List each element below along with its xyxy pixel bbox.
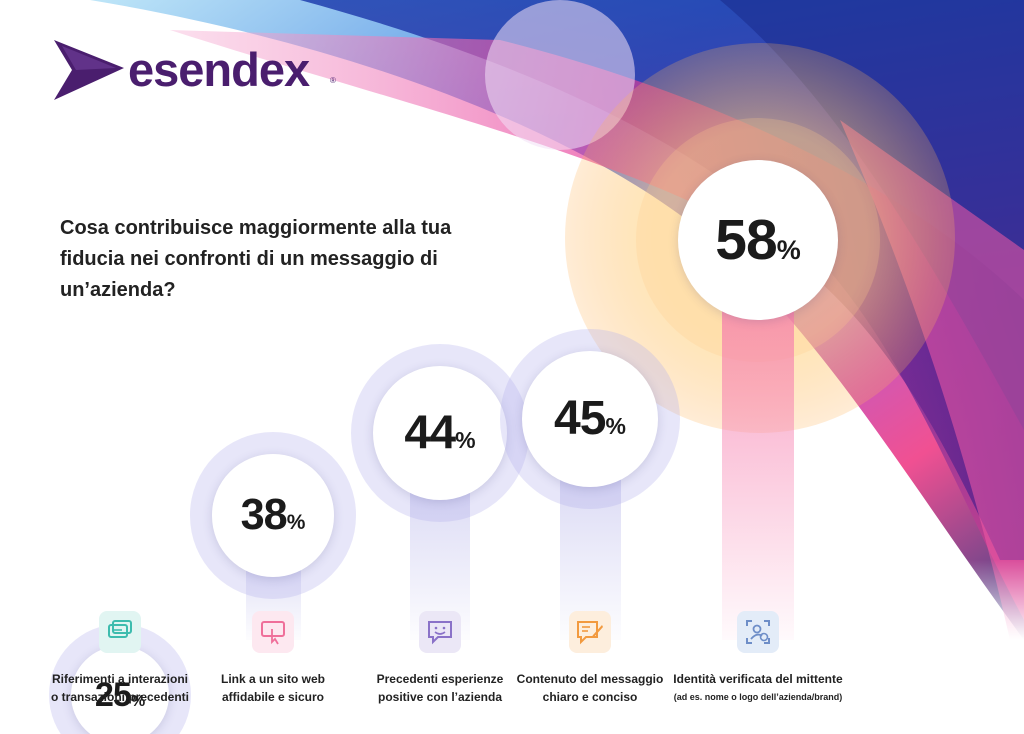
smiley-message-icon-glyph bbox=[428, 621, 452, 645]
brand-name: esendex bbox=[128, 43, 310, 96]
value-circle: 25% bbox=[70, 645, 170, 734]
data-label: 45% bbox=[554, 391, 626, 446]
percent-sign: % bbox=[286, 511, 306, 535]
category-label-line1: Identità verificata del mittente bbox=[673, 672, 843, 686]
data-label-value: 44 bbox=[404, 406, 456, 460]
category-label: Link a un sito web affidabile e sicuro bbox=[173, 670, 373, 706]
category-label-line1: Riferimenti a interazioni bbox=[51, 672, 189, 686]
category-label-line1: Contenuto del messaggio bbox=[516, 672, 664, 686]
category-label-line2: affidabile e sicuro bbox=[221, 690, 325, 704]
category-label-line2: o transazioni precedenti bbox=[50, 690, 190, 704]
category-label: Contenuto del messaggio chiaro e conciso bbox=[490, 670, 690, 706]
edit-message-icon bbox=[569, 611, 611, 653]
link-cursor-icon-glyph bbox=[261, 621, 285, 645]
link-cursor-icon bbox=[252, 611, 294, 653]
category-label-line1: Link a un sito web bbox=[220, 672, 325, 686]
category-label: Riferimenti a interazioni o transazioni p… bbox=[20, 670, 220, 706]
category-note: (ad es. nome o logo dell’azienda/brand) bbox=[673, 692, 843, 702]
chart-title: Cosa contribuisce maggiormente alla tua … bbox=[60, 217, 452, 301]
data-label-value: 58 bbox=[715, 207, 777, 272]
edit-message-icon-glyph bbox=[577, 621, 603, 645]
category-label-line1: Precedenti esperienze bbox=[376, 672, 504, 686]
data-label-value: 25 bbox=[94, 675, 132, 714]
value-circle: 44% bbox=[373, 365, 507, 500]
value-circle: 45% bbox=[522, 351, 658, 487]
percent-sign: % bbox=[776, 234, 801, 265]
smiley-message-icon bbox=[419, 611, 461, 653]
value-circle: 38% bbox=[211, 454, 335, 577]
value-circle: 58% bbox=[678, 159, 838, 320]
chat-bubbles-icon bbox=[99, 611, 141, 653]
category-label: Precedenti esperienze positive con l’azie… bbox=[340, 670, 540, 706]
data-label-value: 38 bbox=[240, 491, 288, 540]
category-label-line2: positive con l’azienda bbox=[377, 690, 503, 704]
category-label-line2: chiaro e conciso bbox=[542, 690, 638, 704]
data-label: 38% bbox=[241, 491, 306, 540]
registered-mark: ® bbox=[330, 76, 336, 85]
percent-sign: % bbox=[605, 413, 626, 440]
verified-identity-icon bbox=[737, 611, 779, 653]
esendex-logo-mark bbox=[54, 40, 124, 100]
percent-sign: % bbox=[130, 692, 146, 710]
percent-sign: % bbox=[455, 427, 476, 454]
verified-identity-icon-glyph bbox=[746, 620, 770, 644]
chat-bubbles-icon-glyph bbox=[108, 620, 132, 638]
category-label: Identità verificata del mittente (ad es. … bbox=[658, 670, 858, 706]
data-label-value: 45 bbox=[554, 392, 606, 446]
data-label: 58% bbox=[715, 207, 800, 273]
data-label: 25% bbox=[95, 676, 145, 715]
data-label: 44% bbox=[404, 405, 475, 460]
